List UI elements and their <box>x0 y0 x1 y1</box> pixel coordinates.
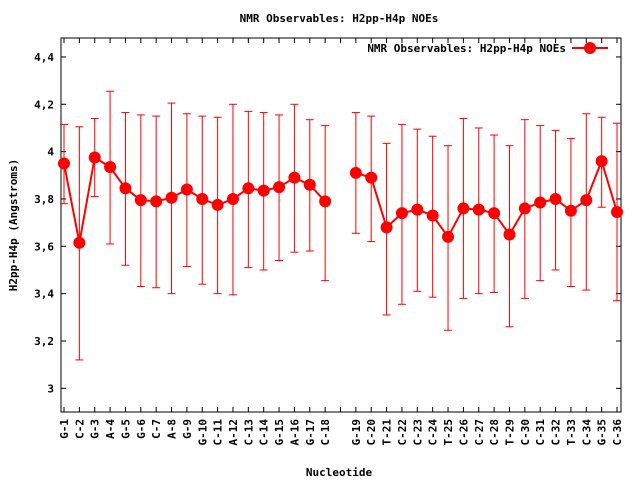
x-tick-label: A-4 <box>104 419 117 439</box>
data-point <box>211 198 224 211</box>
x-tick-label: G-1 <box>58 419 71 439</box>
data-point <box>518 202 531 215</box>
x-tick-label: C-36 <box>611 419 624 446</box>
y-axis: 3 3,2 3,4 3,6 3,8 4 4,2 4,4 <box>34 51 621 395</box>
data-point <box>549 192 562 205</box>
x-tick-label: T-33 <box>565 419 578 446</box>
data-point <box>119 182 132 195</box>
x-tick-label: C-20 <box>365 419 378 446</box>
x-tick-label: G-19 <box>350 419 363 446</box>
x-tick-label: G-10 <box>196 419 209 446</box>
x-tick-label: G-35 <box>596 419 609 446</box>
data-point <box>564 204 577 217</box>
x-tick-label: C-28 <box>488 419 501 446</box>
legend-marker <box>584 42 596 54</box>
x-tick-label: C-22 <box>396 419 409 446</box>
data-point <box>611 205 623 218</box>
x-tick-label: G-5 <box>119 419 132 439</box>
data-point <box>426 209 439 222</box>
plot-frame <box>60 37 622 413</box>
data-point <box>503 228 516 241</box>
x-axis-label: Nucleotide <box>306 466 373 479</box>
data-point <box>58 157 70 170</box>
x-tick-label: C-7 <box>150 419 163 439</box>
x-tick-label: C-32 <box>550 419 563 446</box>
data-point <box>395 207 408 220</box>
x-tick-label: C-27 <box>473 419 486 446</box>
x-tick-label: C-30 <box>519 419 532 446</box>
data-point <box>319 195 332 208</box>
y-tick-label: 4,4 <box>34 51 54 64</box>
data-point <box>534 196 547 209</box>
data-point <box>180 183 193 196</box>
data-point <box>150 195 163 208</box>
x-tick-label: C-11 <box>212 419 225 446</box>
x-tick-label: C-34 <box>580 419 593 446</box>
x-tick-label: G-9 <box>181 419 194 439</box>
data-point <box>580 194 593 207</box>
data-point <box>104 161 117 174</box>
x-axis: G-1 C-2 G-3 A-4 G-5 G-6 C-7 A-8 G-9 G-10 C-11 A-12 C… <box>58 38 624 446</box>
data-point <box>165 191 178 204</box>
x-tick-label: T-25 <box>442 419 455 446</box>
data-point <box>472 203 485 216</box>
legend: NMR Observables: H2pp-H4p NOEs <box>367 42 608 55</box>
data-point <box>442 230 455 243</box>
y-tick-label: 4,2 <box>34 98 54 111</box>
data-point <box>73 236 86 249</box>
y-tick-label: 3 <box>47 382 54 395</box>
series-line <box>355 158 618 239</box>
data-point <box>288 171 301 184</box>
series-line <box>63 155 326 243</box>
x-tick-label: C-23 <box>411 419 424 446</box>
data-point <box>457 202 470 215</box>
x-tick-label: T-21 <box>381 419 394 446</box>
data-point <box>88 151 101 164</box>
data-point <box>242 182 255 195</box>
data-point <box>273 181 286 194</box>
data-point <box>134 194 147 207</box>
x-tick-label: G-15 <box>273 419 286 446</box>
x-tick-label: C-26 <box>457 419 470 446</box>
data-point <box>488 207 501 220</box>
data-point <box>380 221 393 234</box>
y-tick-label: 3,8 <box>34 193 54 206</box>
x-tick-label: A-16 <box>288 419 301 446</box>
x-tick-label: G-17 <box>304 419 317 446</box>
x-tick-label: C-18 <box>319 419 332 446</box>
x-tick-label: C-24 <box>427 419 440 446</box>
data-point <box>257 184 270 197</box>
x-tick-label: C-14 <box>258 419 271 446</box>
x-tick-label: A-12 <box>227 419 240 446</box>
x-tick-label: G-3 <box>89 419 102 439</box>
x-tick-label: T-29 <box>503 419 516 446</box>
legend-label: NMR Observables: H2pp-H4p NOEs <box>367 42 566 55</box>
y-tick-label: 4 <box>47 146 54 159</box>
data-point <box>226 192 239 205</box>
series-group <box>58 90 623 361</box>
y-tick-label: 3,6 <box>34 240 54 253</box>
data-point <box>411 203 424 216</box>
data-point <box>303 178 316 191</box>
x-tick-label: A-8 <box>166 419 179 439</box>
x-tick-label: C-2 <box>73 419 86 439</box>
y-tick-label: 3,2 <box>34 335 54 348</box>
x-tick-label: C-31 <box>534 419 547 446</box>
data-point <box>595 155 608 168</box>
y-axis-label: H2pp-H4p (Angstroms) <box>7 159 20 291</box>
data-point <box>349 166 362 179</box>
data-point <box>196 192 209 205</box>
chart-title: NMR Observables: H2pp-H4p NOEs <box>240 12 439 25</box>
y-tick-label: 3,4 <box>34 288 54 301</box>
x-tick-label: C-13 <box>242 419 255 446</box>
data-point <box>365 171 378 184</box>
x-tick-label: G-6 <box>135 419 148 439</box>
